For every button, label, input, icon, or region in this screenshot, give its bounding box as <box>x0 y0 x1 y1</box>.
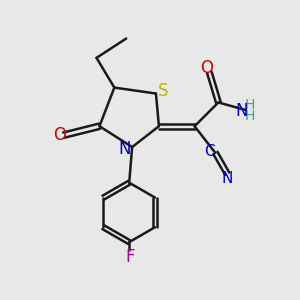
Text: N: N <box>222 171 233 186</box>
Text: S: S <box>158 82 169 100</box>
Text: O: O <box>53 126 66 144</box>
Text: C: C <box>204 144 215 159</box>
Text: N: N <box>118 140 131 158</box>
Text: H: H <box>244 98 255 112</box>
Text: O: O <box>200 59 213 77</box>
Text: N: N <box>235 102 248 120</box>
Text: H: H <box>244 110 255 123</box>
Text: F: F <box>125 248 134 266</box>
